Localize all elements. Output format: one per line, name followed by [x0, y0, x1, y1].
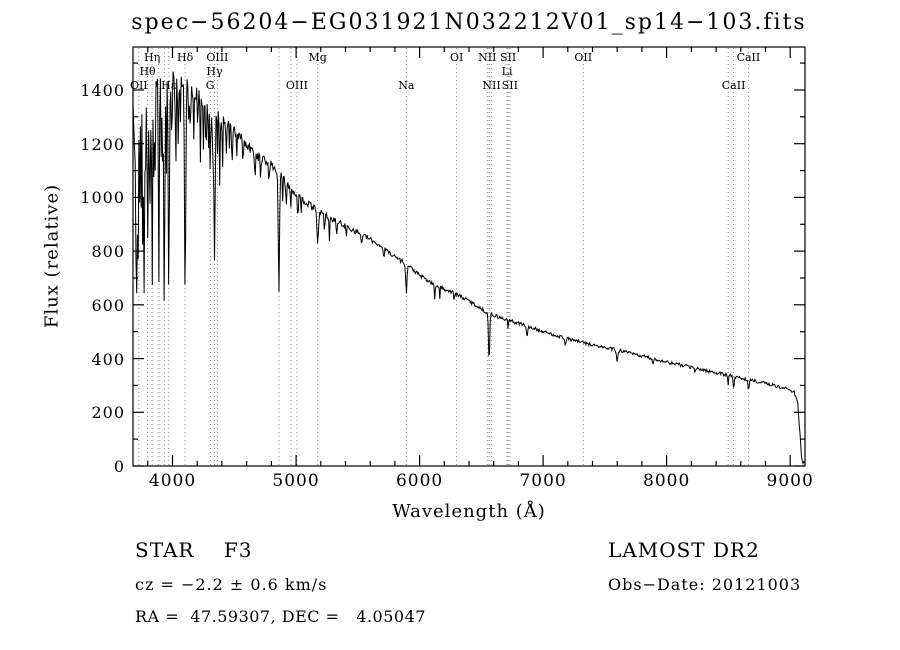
x-tick-label: 8000	[643, 471, 691, 491]
x-tick-label: 7000	[519, 471, 567, 491]
x-axis-label: Wavelength (Å)	[392, 501, 546, 522]
y-tick-label: 1000	[80, 188, 125, 208]
spectral-line-label: Hη	[144, 51, 161, 64]
y-tick-label: 200	[91, 403, 125, 423]
line-markers-group	[138, 48, 749, 465]
ticks-group	[132, 46, 806, 467]
spectral-line-label: SII	[500, 51, 517, 64]
spectral-line-label: SII	[501, 79, 518, 92]
spectral-line-label: Mg	[308, 51, 327, 64]
object-class-label: STAR F3	[135, 538, 253, 562]
spectral-line-label: Hθ	[139, 65, 156, 78]
plot-frame	[132, 46, 806, 467]
survey-label: LAMOST DR2	[608, 538, 760, 562]
spectral-line-label: NII	[478, 51, 497, 64]
spectral-line-label: OII	[574, 51, 593, 64]
spectral-line-label: G	[205, 79, 215, 92]
spectral-line-label: OII	[129, 79, 148, 92]
x-tick-label: 5000	[272, 471, 320, 491]
x-tick-label: 9000	[766, 471, 814, 491]
y-tick-label: 0	[113, 457, 125, 476]
spectral-line-label: Hε	[161, 79, 177, 92]
y-tick-label: 400	[91, 349, 125, 369]
spectral-line-label: Hγ	[206, 65, 223, 78]
spectral-line-label: CaII	[736, 51, 761, 64]
spectral-line-label: Hδ	[177, 51, 194, 64]
y-tick-label: 600	[91, 295, 125, 315]
spectral-line-label: NII	[482, 79, 501, 92]
x-tick-label: 4000	[148, 471, 197, 491]
coordinates-label: RA = 47.59307, DEC = 4.05047	[135, 607, 426, 626]
spectral-line-label: Na	[398, 79, 415, 92]
spectral-line-label: CaII	[721, 79, 746, 92]
spectrum-line	[133, 71, 805, 466]
y-tick-label: 800	[91, 242, 125, 262]
plot-title: spec−56204−EG031921N032212V01_sp14−103.f…	[131, 10, 807, 35]
spectral-line-label: Li	[501, 65, 513, 78]
spectral-line-label: OIII	[285, 79, 308, 92]
x-tick-label: 6000	[395, 471, 444, 491]
spectral-line-label: OIII	[206, 51, 229, 64]
velocity-label: cz = −2.2 ± 0.6 km/s	[135, 575, 328, 594]
spectral-line-label: OI	[449, 51, 464, 64]
obs-date-label: Obs−Date: 20121003	[608, 575, 802, 594]
y-tick-label: 1200	[80, 134, 125, 154]
y-tick-label: 1400	[80, 80, 125, 100]
